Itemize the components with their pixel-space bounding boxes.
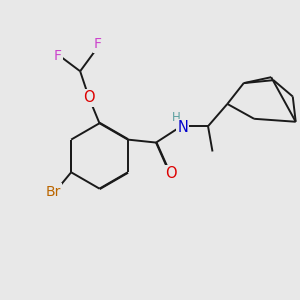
Text: O: O: [165, 166, 177, 181]
Text: F: F: [54, 50, 62, 63]
Text: F: F: [94, 38, 102, 52]
Text: Br: Br: [46, 184, 61, 199]
Text: O: O: [83, 91, 95, 106]
Text: N: N: [177, 120, 188, 135]
Text: H: H: [172, 111, 180, 124]
